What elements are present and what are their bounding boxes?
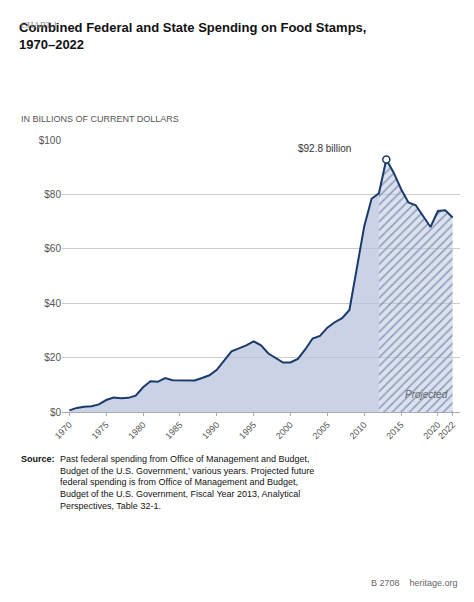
svg-text:$60: $60 <box>44 243 61 254</box>
svg-text:1975: 1975 <box>90 420 111 441</box>
svg-text:$100: $100 <box>39 135 62 146</box>
svg-text:B 2708 heritage.org: B 2708 heritage.org <box>371 578 458 588</box>
svg-text:$0: $0 <box>50 407 62 418</box>
svg-text:$20: $20 <box>44 352 61 363</box>
svg-text:$40: $40 <box>44 298 61 309</box>
svg-text:1990: 1990 <box>200 420 221 441</box>
svg-text:1985: 1985 <box>163 420 184 441</box>
svg-text:2005: 2005 <box>311 420 332 441</box>
svg-text:$92.8 billion: $92.8 billion <box>298 143 351 154</box>
svg-text:Source:: Source: <box>21 454 55 464</box>
svg-text:2020: 2020 <box>421 420 442 441</box>
svg-text:$80: $80 <box>44 189 61 200</box>
svg-text:IN BILLIONS OF CURRENT DOLLARS: IN BILLIONS OF CURRENT DOLLARS <box>21 114 179 124</box>
svg-text:2000: 2000 <box>274 420 295 441</box>
svg-text:1995: 1995 <box>237 420 258 441</box>
svg-text:Combined Federal and State Spe: Combined Federal and State Spending on F… <box>19 20 366 52</box>
svg-text:1970: 1970 <box>53 420 74 441</box>
svg-text:2015: 2015 <box>384 420 405 441</box>
svg-text:Projected: Projected <box>405 389 448 400</box>
svg-text:2010: 2010 <box>348 420 369 441</box>
svg-text:CHART 1: CHART 1 <box>21 20 58 30</box>
svg-text:1980: 1980 <box>126 420 147 441</box>
svg-text:2022: 2022 <box>436 420 457 441</box>
svg-text:Past federal spending from Off: Past federal spending from Office of Man… <box>60 454 314 511</box>
